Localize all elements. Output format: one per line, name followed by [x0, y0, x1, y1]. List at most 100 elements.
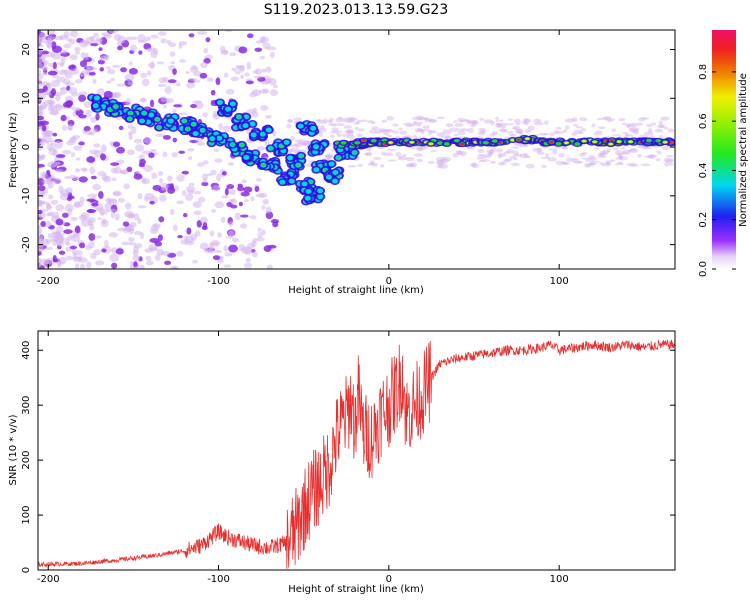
heat-cell [243, 262, 253, 269]
heat-cell [536, 147, 543, 153]
heat-cell [540, 156, 550, 159]
heat-cell [255, 40, 263, 44]
heat-cell [48, 99, 55, 107]
heat-cell [47, 161, 58, 168]
heat-cell [46, 179, 53, 185]
heat-cell [62, 124, 68, 131]
heat-cell [316, 119, 321, 122]
heat-cell [658, 124, 665, 128]
heat-cell [152, 184, 162, 191]
y-tick-label: 10 [21, 92, 32, 105]
heat-cell [46, 202, 52, 210]
heat-cell [38, 153, 41, 162]
heat-cell [90, 43, 99, 47]
heat-cell [92, 78, 97, 85]
heat-cell [78, 257, 88, 263]
heat-cell [513, 150, 519, 155]
heat-cell [254, 47, 263, 52]
heat-cell [40, 139, 47, 143]
heat-cell [53, 140, 63, 149]
heat-cell [172, 137, 178, 143]
heat-cell [38, 115, 45, 121]
heat-cell [75, 78, 83, 84]
heat-cell [101, 248, 107, 253]
heat-cell [164, 260, 172, 265]
heat-cell [340, 140, 347, 145]
heat-cell [496, 148, 503, 153]
heat-cell [621, 122, 628, 126]
heat-cell [95, 37, 103, 42]
heat-cell [423, 117, 429, 121]
heat-cell [66, 241, 71, 247]
snr-x-ticks: -200 -100 0 100 [37, 331, 569, 585]
heat-cell [38, 200, 43, 207]
x-tick-label: -100 [207, 276, 230, 287]
heat-cell [78, 141, 85, 146]
heat-cell [52, 148, 58, 157]
heat-cell [65, 82, 75, 86]
heat-cell [231, 67, 237, 72]
heat-cell [41, 124, 47, 132]
heat-cell [430, 149, 437, 153]
heat-cell [555, 142, 562, 146]
heat-cell [240, 143, 244, 147]
heat-cell [469, 125, 476, 128]
heat-cell [110, 77, 115, 82]
heat-cell [669, 162, 674, 166]
heat-cell [662, 140, 668, 144]
heat-cell [155, 118, 159, 121]
heat-cell [99, 67, 105, 72]
heat-cell [109, 253, 120, 262]
heat-cell [70, 152, 76, 158]
heat-cell [308, 180, 313, 184]
heat-cell [354, 126, 360, 131]
heat-cell [38, 225, 42, 229]
heat-cell [552, 150, 558, 155]
heat-cell [40, 171, 48, 178]
heat-cell [495, 119, 504, 122]
heat-cell [133, 213, 140, 221]
heat-cell [522, 118, 532, 124]
heat-cell [79, 196, 85, 203]
heat-cell [618, 118, 626, 122]
heat-cell [86, 261, 92, 269]
heat-cell [100, 153, 107, 161]
heat-cell [305, 189, 312, 195]
heat-cell [263, 245, 272, 252]
heat-cell [417, 148, 423, 152]
heat-cell [428, 130, 433, 136]
heat-cell [206, 77, 214, 82]
heat-cell [110, 210, 116, 219]
heat-cell [78, 214, 88, 221]
heat-cell [471, 163, 480, 169]
heat-cell [194, 230, 201, 237]
heat-cell [628, 122, 638, 126]
heat-cell [50, 235, 59, 242]
heat-cell [320, 124, 325, 130]
heat-cell [118, 125, 124, 131]
heat-cell [353, 151, 357, 154]
heat-cell [414, 121, 423, 126]
heat-cell [78, 91, 88, 96]
heat-cell [128, 237, 135, 242]
heat-cell [88, 233, 96, 241]
heat-cell [157, 83, 167, 88]
heat-cell [86, 198, 96, 202]
heat-cell [617, 156, 628, 161]
heat-cell [467, 128, 475, 133]
heat-cell [66, 38, 73, 42]
heat-cell [104, 239, 109, 248]
heat-cell [378, 130, 388, 133]
heat-cell [130, 44, 138, 52]
heat-cell [293, 117, 303, 122]
heat-cell [343, 125, 352, 129]
heat-cell [245, 80, 254, 85]
heat-cell [533, 121, 544, 126]
heat-cell [50, 199, 59, 205]
snr-frame [37, 330, 676, 571]
heat-cell [67, 124, 73, 131]
heat-cell [489, 160, 496, 164]
heat-cell [143, 196, 150, 202]
heat-cell [223, 72, 229, 78]
heat-cell [90, 175, 97, 180]
